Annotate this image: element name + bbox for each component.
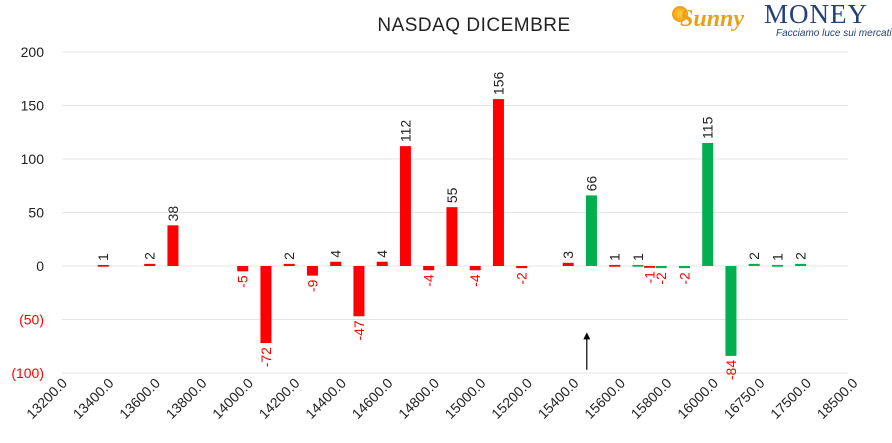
- y-tick-label: 150: [21, 98, 45, 114]
- data-label: 2: [142, 252, 158, 260]
- bar: [399, 146, 411, 266]
- sun-icon: [672, 6, 688, 22]
- x-tick-label: 15400.0: [535, 375, 582, 422]
- bar: [423, 266, 435, 271]
- data-label: 115: [700, 116, 716, 139]
- x-tick-label: 16750.0: [721, 375, 768, 422]
- data-label: 3: [560, 251, 576, 259]
- bar: [492, 99, 504, 266]
- data-label: -5: [235, 275, 251, 288]
- logo-tagline: Facciamo luce sui mercati: [776, 28, 892, 39]
- data-label: -4: [467, 274, 483, 287]
- bar: [562, 262, 574, 266]
- bar: [469, 266, 481, 271]
- bar: [237, 266, 249, 272]
- data-label: -2: [676, 272, 692, 285]
- logo-sunny-text: Sunny: [680, 6, 745, 32]
- bar: [748, 263, 760, 266]
- bar: [306, 266, 318, 276]
- data-label: 66: [583, 176, 599, 192]
- data-label: 1: [769, 253, 785, 261]
- bar: [725, 266, 737, 356]
- x-tick-label: 14200.0: [256, 375, 303, 422]
- data-label: 1: [607, 253, 623, 261]
- bar: [283, 263, 295, 266]
- bar: [516, 266, 528, 269]
- x-tick-label: 14800.0: [395, 375, 442, 422]
- data-label: -72: [258, 347, 274, 367]
- bar: [609, 264, 621, 267]
- data-label: 4: [328, 250, 344, 258]
- bar: [585, 195, 597, 266]
- data-label: 55: [444, 187, 460, 203]
- y-tick-label: 100: [21, 151, 45, 167]
- data-label: -1: [642, 271, 658, 284]
- data-label: 38: [165, 206, 181, 222]
- chart-title: NASDAQ DICEMBRE: [377, 15, 571, 36]
- x-tick-label: 16000.0: [674, 375, 721, 422]
- x-tick-label: 17500.0: [767, 375, 814, 422]
- data-label: 4: [374, 250, 390, 258]
- y-tick-label: (50): [19, 312, 44, 328]
- x-tick-label: 15200.0: [488, 375, 535, 422]
- logo-brand-text: MONEY: [764, 0, 868, 29]
- bar: [771, 264, 783, 267]
- x-tick-label: 18500.0: [814, 375, 861, 422]
- sunny-money-logo: Sunny MONEY Facciamo luce sui mercati: [672, 0, 892, 42]
- data-label: -4: [421, 274, 437, 287]
- data-label: -2: [514, 272, 530, 285]
- x-tick-label: 15600.0: [581, 375, 628, 422]
- bar: [644, 266, 656, 268]
- bar: [655, 266, 667, 269]
- x-tick-label: 13600.0: [116, 375, 163, 422]
- y-tick-label: 0: [36, 258, 44, 274]
- x-tick-label: 13800.0: [163, 375, 210, 422]
- bar: [446, 207, 458, 266]
- data-label: -9: [304, 279, 320, 292]
- data-label: -84: [723, 360, 739, 380]
- data-label: 2: [281, 252, 297, 260]
- x-tick-label: 13200.0: [23, 375, 70, 422]
- y-tick-label: 50: [28, 205, 44, 221]
- x-tick-label: 15800.0: [628, 375, 675, 422]
- data-label: 2: [746, 252, 762, 260]
- x-tick-label: 15000.0: [442, 375, 489, 422]
- arrow-head: [583, 332, 591, 340]
- bar: [702, 142, 714, 266]
- y-tick-label: 200: [21, 44, 45, 60]
- bar: [795, 263, 807, 266]
- bar: [330, 261, 342, 266]
- x-tick-label: 13400.0: [70, 375, 117, 422]
- data-label: 112: [397, 120, 413, 143]
- bar: [376, 261, 388, 266]
- bar: [260, 266, 272, 344]
- data-label: -2: [653, 272, 669, 285]
- bar: [632, 264, 644, 267]
- data-label: -47: [351, 320, 367, 340]
- x-tick-label: 14000.0: [209, 375, 256, 422]
- x-tick-label: 14400.0: [302, 375, 349, 422]
- data-label: 1: [630, 253, 646, 261]
- x-tick-label: 14600.0: [349, 375, 396, 422]
- bar: [678, 266, 690, 269]
- data-label: 1: [95, 253, 111, 261]
- bar: [167, 225, 179, 266]
- bar: [144, 263, 156, 266]
- y-tick-label: (100): [11, 365, 44, 381]
- data-label: 2: [793, 252, 809, 260]
- bar: [353, 266, 365, 317]
- bar: [97, 264, 109, 267]
- data-label: 156: [490, 72, 506, 96]
